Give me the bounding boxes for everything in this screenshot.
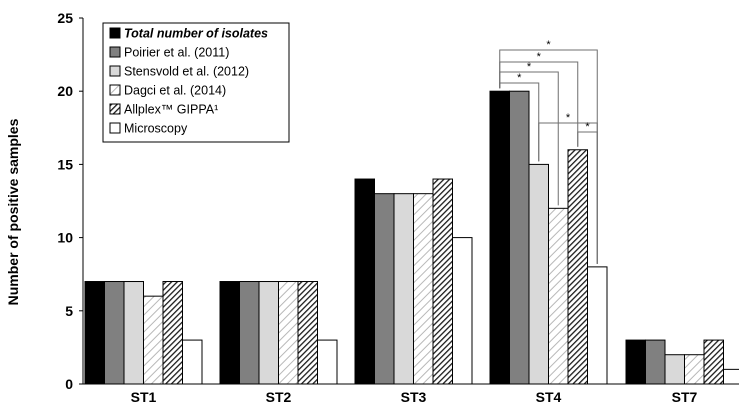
significance-bracket-6: * xyxy=(577,121,598,264)
legend-label: Dagci et al. (2014) xyxy=(124,84,226,98)
bar-st7-series-4 xyxy=(684,354,705,385)
legend-swatch xyxy=(109,84,121,96)
legend-swatch xyxy=(109,65,121,77)
legend-item-5: Allplex™ GIPPA¹ xyxy=(109,103,218,117)
bracket-line xyxy=(499,82,540,162)
legend: Total number of isolates Poirier et al. (… xyxy=(102,22,290,143)
bar-st2-series-2 xyxy=(239,281,260,385)
y-tick-label-5: 5 xyxy=(65,303,73,319)
legend-label: Allplex™ GIPPA¹ xyxy=(124,103,218,117)
significance-star: * xyxy=(566,112,571,124)
legend-item-4: Dagci et al. (2014) xyxy=(109,84,226,98)
bar-st3-series-6 xyxy=(452,237,473,385)
x-tick-labels: ST1 ST2 ST3 ST4 ST7 xyxy=(131,389,698,405)
bar-st3-series-5 xyxy=(432,178,453,385)
x-tick-label-st1: ST1 xyxy=(131,389,157,405)
legend-item-2: Poirier et al. (2011) xyxy=(109,46,229,60)
bar-st1-series-4 xyxy=(143,295,164,385)
bar-st7-series-1 xyxy=(625,339,646,385)
bar-st4-series-1 xyxy=(489,90,510,385)
legend-item-1: Total number of isolates xyxy=(109,27,268,41)
bar-st4-series-2 xyxy=(509,90,530,385)
legend-box xyxy=(102,22,290,143)
x-tick-label-st3: ST3 xyxy=(401,389,427,405)
legend-swatch xyxy=(109,103,121,115)
bar-st4-series-5 xyxy=(567,149,588,385)
x-tick-label-st2: ST2 xyxy=(266,389,292,405)
x-tick-label-st7: ST7 xyxy=(672,389,698,405)
bar-st3-series-4 xyxy=(413,193,434,385)
bar-st4-series-3 xyxy=(528,163,549,385)
bar-st1-series-1 xyxy=(84,281,105,385)
y-tick-labels: 0 5 10 15 20 25 xyxy=(57,10,83,392)
y-axis-title: Number of positive samples xyxy=(5,118,21,305)
bar-group-st1 xyxy=(84,281,203,385)
significance-star: * xyxy=(517,72,522,84)
legend-item-6: Microscopy xyxy=(109,122,188,136)
legend-label: Microscopy xyxy=(124,122,188,136)
bar-st4-series-4 xyxy=(548,207,569,385)
bar-st2-series-4 xyxy=(278,281,299,385)
bar-st2-series-5 xyxy=(297,281,318,385)
legend-item-3: Stensvold et al. (2012) xyxy=(109,65,249,79)
legend-swatch xyxy=(109,122,121,134)
y-tick-label-20: 20 xyxy=(57,83,73,99)
axis-layer xyxy=(82,18,739,385)
bar-st2-series-1 xyxy=(219,281,240,385)
significance-star: * xyxy=(585,121,590,133)
bar-st4-series-6 xyxy=(587,266,608,385)
significance-star: * xyxy=(527,61,532,73)
bar-st3-series-3 xyxy=(393,193,414,385)
bracket-line xyxy=(499,71,559,206)
significance-bracket-4: * xyxy=(499,72,540,162)
bar-st7-series-2 xyxy=(645,339,666,385)
bar-st1-series-6 xyxy=(182,339,203,385)
bar-group-st4 xyxy=(489,90,608,385)
bar-st7-series-5 xyxy=(703,339,724,385)
legend-label: Total number of isolates xyxy=(124,27,268,41)
bar-group-st3 xyxy=(354,178,473,385)
y-tick-label-25: 25 xyxy=(57,10,73,26)
bar-st2-series-6 xyxy=(317,339,338,385)
x-tick-label-st4: ST4 xyxy=(536,389,562,405)
bar-st1-series-5 xyxy=(162,281,183,385)
bar-st1-series-3 xyxy=(123,281,144,385)
significance-brackets: * * * * * * xyxy=(499,39,598,264)
bar-group-st2 xyxy=(219,281,338,385)
bars-layer xyxy=(84,90,739,385)
legend-label: Stensvold et al. (2012) xyxy=(124,65,249,79)
bar-st3-series-2 xyxy=(374,193,395,385)
legend-label: Poirier et al. (2011) xyxy=(124,46,229,60)
bar-st2-series-3 xyxy=(258,281,279,385)
bar-st3-series-1 xyxy=(354,178,375,385)
significance-bracket-3: * xyxy=(499,61,559,206)
legend-swatch xyxy=(109,27,121,39)
y-tick-label-10: 10 xyxy=(57,230,73,246)
bracket-line xyxy=(577,131,598,264)
bar-st7-series-6 xyxy=(723,368,739,385)
y-tick-label-15: 15 xyxy=(57,156,73,172)
bar-st7-series-3 xyxy=(664,354,685,385)
bar-group-st7 xyxy=(625,339,739,385)
significance-star: * xyxy=(546,39,551,51)
y-tick-label-0: 0 xyxy=(65,376,73,392)
legend-swatch xyxy=(109,46,121,58)
significance-star: * xyxy=(537,51,542,63)
bar-st1-series-2 xyxy=(104,281,125,385)
